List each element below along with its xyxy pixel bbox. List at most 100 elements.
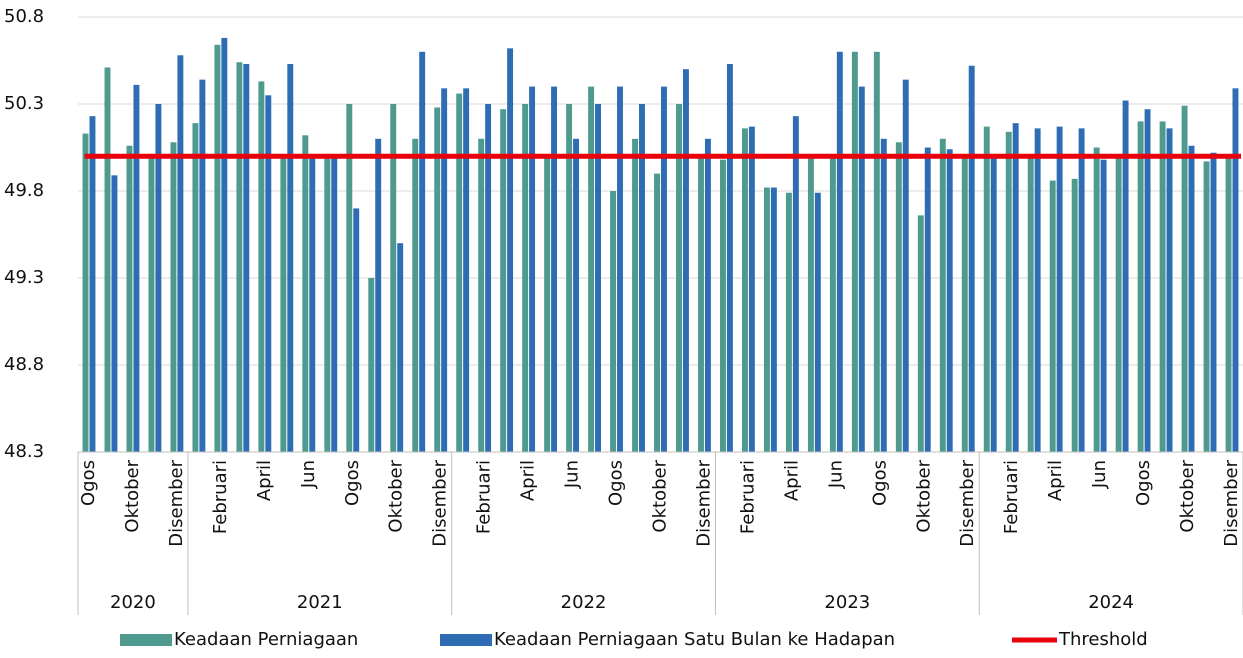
bar: [1056, 126, 1063, 453]
x-tick-label: Disember: [1221, 459, 1242, 546]
bar: [500, 109, 507, 452]
bar: [236, 62, 243, 453]
bar: [434, 107, 441, 452]
bar: [412, 138, 419, 453]
x-tick-label: Oktober: [913, 459, 934, 532]
bar: [507, 48, 514, 452]
bar: [748, 126, 755, 453]
bar: [632, 138, 639, 453]
x-tick-label: Oktober: [1177, 459, 1198, 532]
bar: [720, 159, 726, 452]
legend-label: Threshold: [1058, 629, 1148, 650]
bar: [917, 215, 924, 452]
x-tick-label: Disember: [957, 459, 978, 546]
bar: [1137, 121, 1144, 453]
x-tick-label: Disember: [166, 459, 187, 546]
legend-swatch: [440, 634, 492, 646]
y-tick-label: 50.3: [4, 93, 44, 114]
bar: [654, 173, 660, 452]
bar: [1122, 100, 1129, 453]
bar: [353, 208, 360, 452]
bar: [1232, 88, 1239, 452]
bar: [280, 156, 287, 452]
bar: [1027, 156, 1034, 452]
bar: [375, 138, 382, 453]
bar: [939, 138, 946, 453]
bar: [1159, 121, 1166, 453]
bar: [309, 156, 316, 452]
bar: [741, 128, 748, 453]
bar: [639, 104, 645, 452]
bar: [302, 135, 309, 452]
bar: [676, 104, 682, 452]
bar: [661, 86, 667, 452]
legend-swatch: [120, 634, 172, 646]
bar: [287, 63, 294, 452]
x-tick-label: Februari: [474, 460, 495, 534]
bar: [851, 51, 858, 453]
bar: [902, 79, 909, 452]
bar: [704, 138, 711, 453]
bar: [573, 138, 580, 453]
bar: [331, 157, 338, 452]
bar: [529, 86, 536, 452]
bar: [170, 142, 177, 452]
bar: [924, 147, 931, 452]
bar: [324, 157, 331, 452]
bar: [726, 63, 733, 452]
bar: [133, 84, 140, 453]
bar: [763, 187, 770, 452]
bar: [243, 63, 250, 452]
bar: [858, 86, 865, 452]
bar: [155, 104, 162, 452]
x-tick-label: Disember: [693, 459, 714, 546]
bar: [1049, 180, 1056, 452]
bar: [566, 104, 573, 452]
bar: [1100, 159, 1107, 452]
bar: [104, 67, 111, 453]
x-tick-label: April: [254, 460, 275, 501]
bar: [258, 81, 265, 452]
x-tick-label: Februari: [1001, 460, 1022, 534]
bar: [595, 104, 601, 452]
x-tick-label: Februari: [737, 460, 758, 534]
bar: [126, 145, 133, 452]
bar: [214, 44, 221, 453]
bar: [814, 192, 821, 453]
bar: [1012, 123, 1019, 452]
bar: [485, 104, 492, 452]
bar: [89, 116, 96, 453]
bar: [192, 123, 199, 452]
bar: [1188, 145, 1195, 452]
bar: [1005, 131, 1012, 452]
bar: [148, 156, 155, 452]
bar: [990, 156, 997, 452]
x-group-label: 2022: [561, 592, 607, 613]
x-tick-label: Ogos: [606, 460, 627, 506]
x-tick-label: Oktober: [650, 459, 671, 532]
x-group-label: 2021: [297, 592, 343, 613]
x-tick-label: Jun: [298, 460, 319, 489]
y-tick-label: 50.8: [4, 6, 44, 27]
x-group-label: 2020: [110, 592, 156, 613]
legend-label: Keadaan Perniagaan Satu Bulan ke Hadapan: [494, 629, 895, 650]
bar: [1071, 178, 1078, 452]
bar: [682, 69, 689, 452]
bar: [397, 243, 404, 452]
bar: [1093, 147, 1100, 452]
x-tick-label: Jun: [562, 460, 583, 489]
x-tick-label: April: [781, 460, 802, 501]
x-tick-label: Ogos: [869, 460, 890, 506]
x-tick-label: Ogos: [78, 460, 99, 506]
bar: [111, 175, 118, 452]
x-tick-label: April: [518, 460, 539, 501]
bar: [1144, 109, 1151, 452]
bar: [390, 104, 397, 452]
bar: [1210, 152, 1217, 452]
bar: [478, 138, 485, 453]
bar: [895, 142, 902, 452]
bar: [368, 278, 375, 452]
bar: [807, 157, 814, 452]
x-group-label: 2023: [824, 592, 870, 613]
bar: [265, 95, 272, 453]
